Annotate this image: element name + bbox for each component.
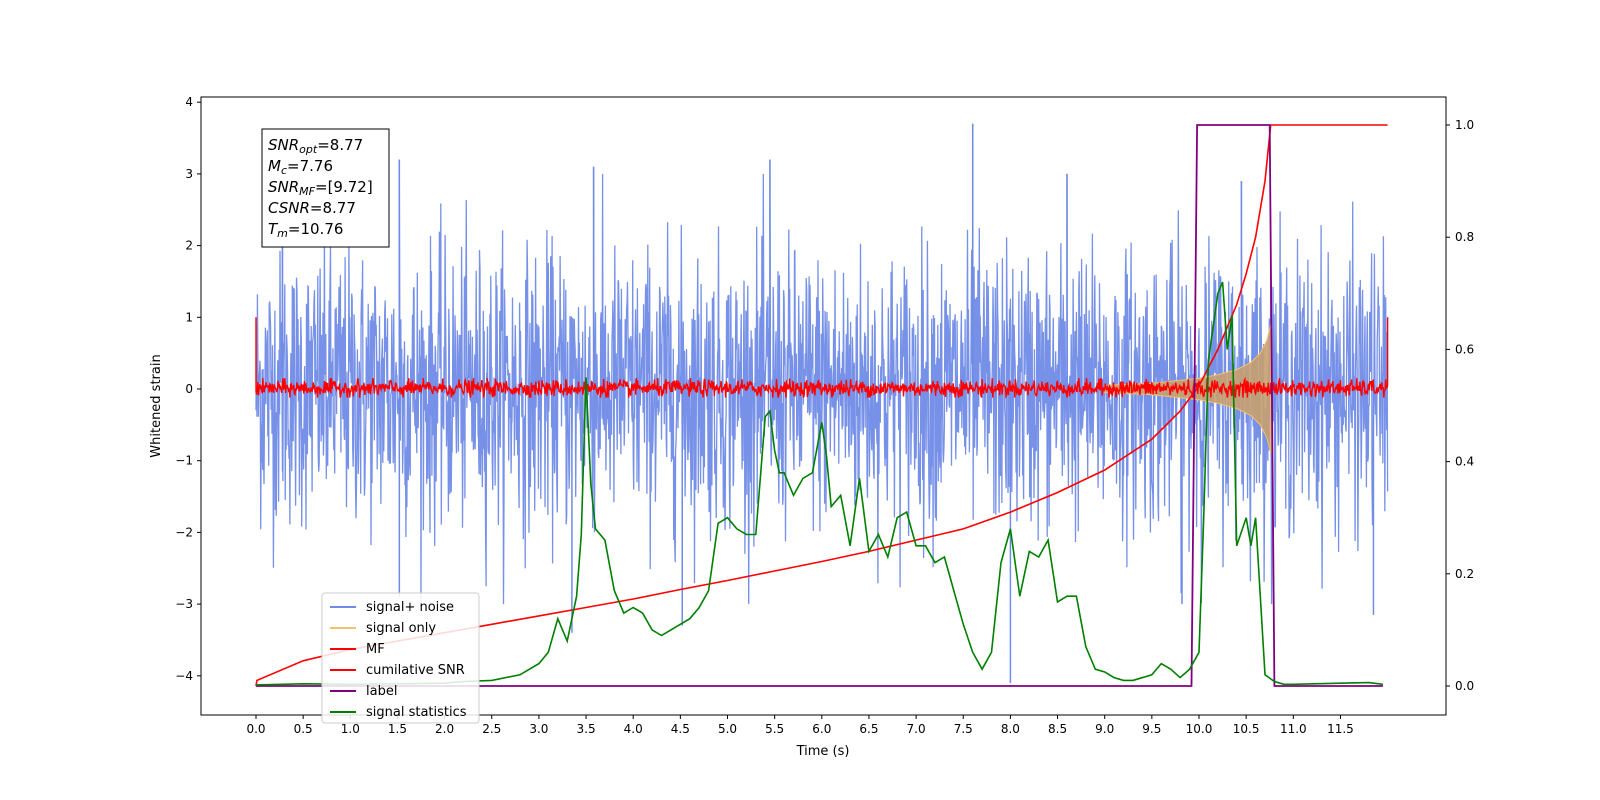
x-tick-label: 1.5 [388, 722, 407, 736]
legend-label: signal statistics [366, 705, 467, 720]
annotation-line: SNRMF=[9.72] [268, 178, 373, 198]
series-label [256, 124, 1383, 687]
legend-label: cumilative SNR [366, 663, 465, 678]
x-tick-label: 2.5 [482, 722, 501, 736]
x-tick-label: 7.5 [954, 722, 973, 736]
y-tick-label: 1 [185, 310, 193, 324]
series-signal-statistics [255, 281, 1383, 686]
annotation-line: SNRopt=8.77 [268, 136, 363, 156]
x-tick-label: 11.5 [1327, 722, 1354, 736]
legend: signal+ noise signal only MF cumilative SNR… [321, 592, 480, 724]
legend-label: signal+ noise [366, 600, 454, 615]
x-tick-label: 6.5 [859, 722, 878, 736]
y-tick-label: −1 [175, 454, 193, 468]
x-tick-label: 0.5 [294, 722, 313, 736]
annotation-line: Mc=7.76 [268, 157, 333, 177]
x-tick-label: 3.0 [529, 722, 548, 736]
x-tick-label: 1.0 [341, 722, 360, 736]
series-signal-noise-peaks [281, 123, 1375, 683]
x-tick-label: 2.0 [435, 722, 454, 736]
series-mf [255, 317, 1389, 399]
x-tick-label: 8.0 [1001, 722, 1020, 736]
y2-tick-label: 0.0 [1455, 679, 1474, 693]
x-tick-label: 5.5 [765, 722, 784, 736]
series-signal-noise [255, 123, 1389, 605]
y-tick-label: 4 [185, 95, 193, 109]
x-tick-label: 4.0 [624, 722, 643, 736]
legend-label: signal only [366, 621, 436, 636]
x-tick-label: 5.0 [718, 722, 737, 736]
y-axis-label: Whitened strain [149, 354, 164, 457]
x-tick-label: 10.5 [1233, 722, 1260, 736]
y-tick-label: −4 [175, 669, 193, 683]
y-tick-label: 3 [185, 167, 193, 181]
x-tick-label: 3.5 [577, 722, 596, 736]
y-tick-label: −3 [175, 597, 193, 611]
y-tick-label: 2 [185, 239, 193, 253]
annotation-line: Tm=10.76 [268, 220, 343, 240]
x-tick-label: 6.0 [812, 722, 831, 736]
plot-area [255, 123, 1389, 687]
x-tick-label: 9.0 [1095, 722, 1114, 736]
annotation-line: CSNR=8.77 [268, 199, 356, 217]
y-axis-right: 1.0 0.8 0.6 0.4 0.2 0.0 [1446, 118, 1474, 693]
y-tick-label: 0 [185, 382, 193, 396]
x-tick-label: 9.5 [1142, 722, 1161, 736]
y2-tick-label: 0.2 [1455, 567, 1474, 581]
x-tick-label: 7.0 [907, 722, 926, 736]
x-tick-label: 11.0 [1280, 722, 1307, 736]
y2-tick-label: 1.0 [1455, 118, 1474, 132]
x-tick-label: 10.0 [1186, 722, 1213, 736]
x-axis-label: Time (s) [796, 744, 850, 759]
y-axis-left: 4 3 2 1 0 −1 −2 −3 −4 [175, 95, 201, 683]
x-tick-label: 0.0 [246, 722, 265, 736]
y2-tick-label: 0.6 [1455, 342, 1474, 356]
y2-tick-label: 0.8 [1455, 230, 1474, 244]
legend-label: label [366, 684, 397, 699]
y-tick-label: −2 [175, 525, 193, 539]
legend-label: MF [366, 642, 385, 657]
x-tick-label: 8.5 [1048, 722, 1067, 736]
x-axis: 0.0 0.5 1.0 1.5 2.0 2.5 3.0 3.5 4.0 4.5 5.0 5.5 6.0 6… [246, 715, 1354, 736]
x-tick-label: 4.5 [671, 722, 690, 736]
y2-tick-label: 0.4 [1455, 455, 1474, 469]
axes-frame [200, 96, 1447, 716]
